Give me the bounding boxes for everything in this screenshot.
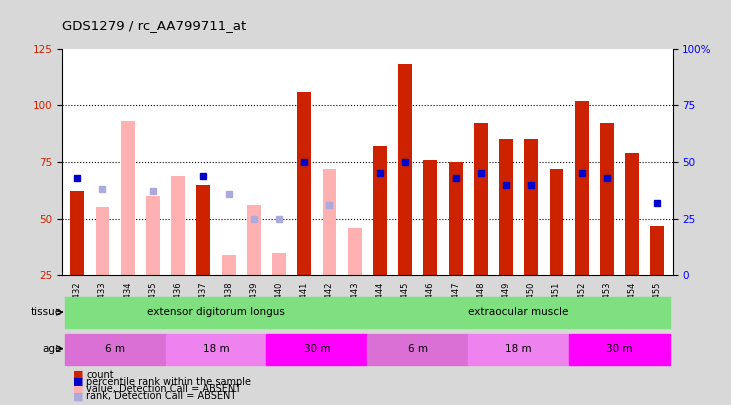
Text: ■: ■	[73, 370, 83, 379]
Bar	[569, 334, 670, 365]
Text: 30 m: 30 m	[606, 343, 633, 354]
Bar	[70, 192, 84, 275]
Bar	[651, 226, 664, 275]
Bar	[322, 169, 336, 275]
Text: ■: ■	[73, 392, 83, 401]
Bar	[298, 92, 311, 275]
Bar	[272, 253, 286, 275]
Text: ■: ■	[73, 377, 83, 387]
Bar	[449, 162, 463, 275]
Text: 18 m: 18 m	[202, 343, 230, 354]
Bar	[398, 64, 412, 275]
Text: 30 m: 30 m	[303, 343, 330, 354]
Bar	[247, 205, 261, 275]
Bar	[197, 185, 211, 275]
Text: count: count	[86, 370, 114, 379]
Bar	[524, 139, 538, 275]
Bar	[474, 124, 488, 275]
Bar	[423, 160, 437, 275]
Bar	[575, 101, 588, 275]
Bar	[625, 153, 639, 275]
Bar	[367, 334, 469, 365]
Bar	[96, 207, 110, 275]
Text: extraocular muscle: extraocular muscle	[469, 307, 569, 317]
Bar	[121, 121, 135, 275]
Text: value, Detection Call = ABSENT: value, Detection Call = ABSENT	[86, 384, 241, 394]
Bar	[64, 297, 367, 328]
Bar	[64, 334, 165, 365]
Text: rank, Detection Call = ABSENT: rank, Detection Call = ABSENT	[86, 392, 237, 401]
Text: percentile rank within the sample: percentile rank within the sample	[86, 377, 251, 387]
Text: ■: ■	[73, 384, 83, 394]
Bar	[373, 146, 387, 275]
Bar	[266, 334, 367, 365]
Text: 6 m: 6 m	[105, 343, 125, 354]
Bar	[600, 124, 614, 275]
Bar	[146, 196, 160, 275]
Bar	[165, 334, 266, 365]
Bar	[367, 297, 670, 328]
Bar	[221, 255, 235, 275]
Text: 6 m: 6 m	[408, 343, 428, 354]
Text: GDS1279 / rc_AA799711_at: GDS1279 / rc_AA799711_at	[62, 19, 246, 32]
Bar	[348, 228, 362, 275]
Bar	[469, 334, 569, 365]
Text: 18 m: 18 m	[505, 343, 532, 354]
Bar	[499, 139, 513, 275]
Text: extensor digitorum longus: extensor digitorum longus	[147, 307, 285, 317]
Bar	[550, 169, 564, 275]
Text: tissue: tissue	[31, 307, 61, 317]
Text: age: age	[42, 343, 61, 354]
Bar	[171, 176, 185, 275]
